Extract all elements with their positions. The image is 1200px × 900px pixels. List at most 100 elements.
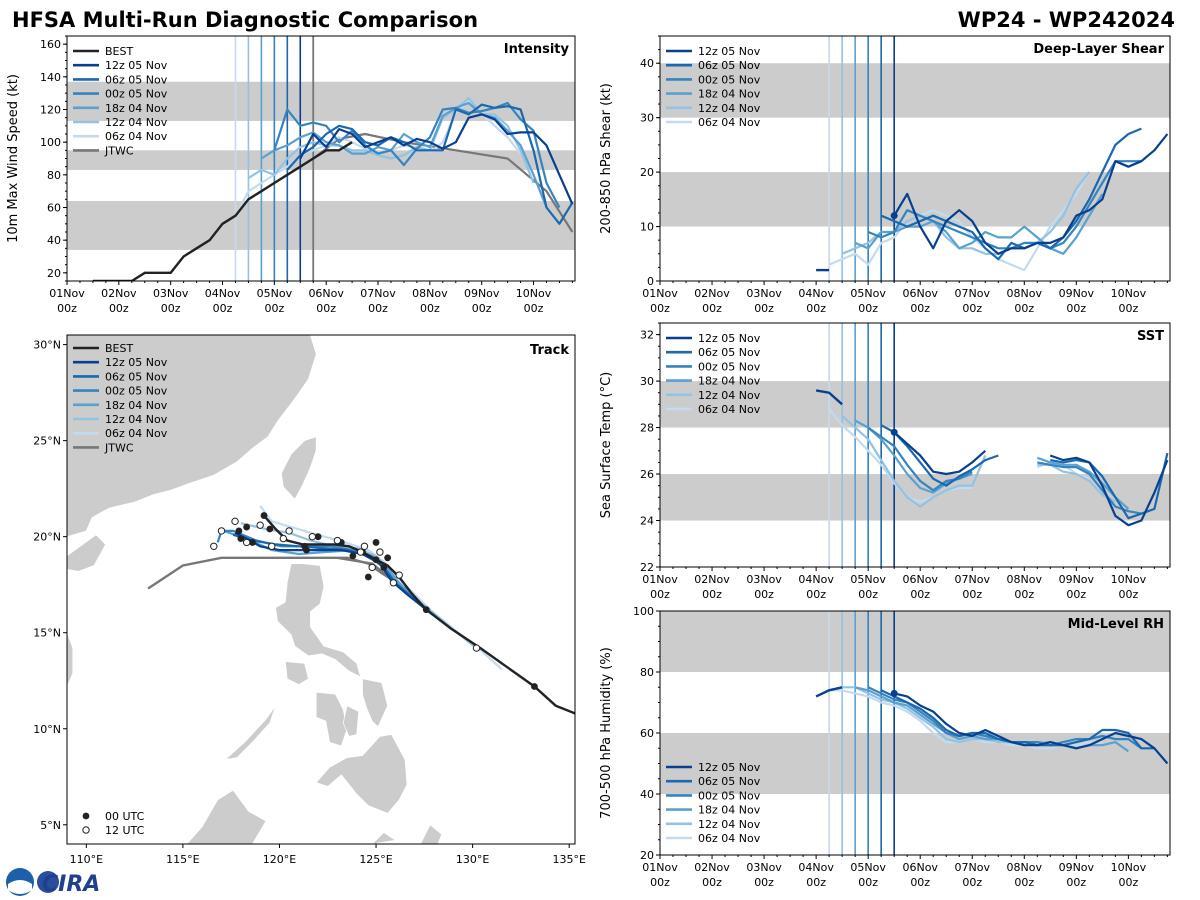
cira-logo-text: CIRA: [42, 872, 100, 897]
x-tick-label: 00z: [910, 876, 930, 889]
utc00-marker: [237, 535, 245, 542]
x-tick-label: 00z: [1014, 876, 1034, 889]
x-tick-label: 00z: [368, 302, 388, 315]
x-tick-label: 02Nov: [694, 573, 730, 586]
run-series-line: [299, 113, 574, 205]
x-tick-label: 00z: [650, 302, 670, 315]
utc12-marker: [376, 548, 384, 556]
panel-title: Track: [530, 343, 569, 358]
best-series-line: [815, 686, 843, 698]
legend-label: 18z 04 Nov: [698, 804, 761, 817]
x-tick-label: 06Nov: [902, 573, 938, 586]
x-tick-label: 02Nov: [101, 287, 137, 300]
x-tick-label: 00z: [910, 588, 930, 601]
x-tick-label: 00z: [213, 302, 233, 315]
utc12-marker: [285, 527, 293, 535]
legend-label: 00z 05 Nov: [698, 360, 761, 373]
threshold-band: [660, 63, 1170, 118]
track-panel: 110°E 115°E 120°E 125°E 130°E 135°E 5°N 10°N 15°…: [33, 334, 586, 866]
legend-label: 12z 04 Nov: [105, 413, 168, 426]
y-tick-label: 28: [640, 422, 654, 435]
threshold-band: [67, 150, 575, 170]
run-series-line: [828, 171, 1091, 272]
x-tick-label: 10Nov: [1111, 861, 1147, 874]
x-tick-label: 10Nov: [516, 287, 552, 300]
x-tick-label: 04Nov: [205, 287, 241, 300]
legend-label: 12z 04 Nov: [698, 818, 761, 831]
x-tick-label: 00z: [702, 876, 722, 889]
sst-panel: 22 24 26 28 30 32 01Nov 00z 02Nov 00z 03Nov 00z 04No…: [599, 322, 1171, 601]
x-tick-label: 09Nov: [1059, 861, 1095, 874]
utc12-marker: [268, 542, 276, 550]
y-tick-label: 30: [640, 112, 654, 125]
utc12-marker: [231, 517, 239, 526]
cira-logo: CIRA: [6, 868, 100, 897]
legend-label: 00z 05 Nov: [698, 73, 761, 86]
legend-utc12-marker: [82, 826, 90, 834]
run-series-line: [880, 689, 1155, 750]
x-tick-label: 00z: [1066, 588, 1086, 601]
utc12-marker: [368, 563, 376, 572]
best-series-line: [815, 389, 843, 406]
panel-title: Deep-Layer Shear: [1033, 42, 1164, 57]
y-tick-label: 100: [40, 136, 61, 149]
legend-label: 00z 05 Nov: [105, 385, 168, 398]
x-tick-label: 04Nov: [798, 573, 834, 586]
lat-tick-label: 15°N: [33, 627, 61, 640]
legend-label: 12z 05 Nov: [105, 356, 168, 369]
x-tick-label: 00z: [1066, 876, 1086, 889]
x-tick-label: 09Nov: [1059, 287, 1095, 300]
x-tick-label: 03Nov: [746, 861, 782, 874]
utc00-marker: [243, 523, 251, 531]
legend-label: 06z 05 Nov: [698, 59, 761, 72]
y-axis-label: 200-850 hPa Shear (kt): [599, 83, 614, 234]
x-tick-label: 05Nov: [850, 573, 886, 586]
threshold-band: [660, 611, 1170, 672]
x-tick-label: 10Nov: [1111, 287, 1147, 300]
y-tick-label: 120: [40, 104, 61, 117]
run-series-line: [893, 431, 1169, 527]
panel-title: Intensity: [504, 42, 570, 57]
utc12-marker: [308, 532, 317, 541]
lon-tick-label: 110°E: [70, 853, 103, 866]
land-shape: [284, 661, 309, 685]
x-tick-label: 05Nov: [257, 287, 293, 300]
x-tick-label: 00z: [702, 302, 722, 315]
x-tick-label: 00z: [858, 588, 878, 601]
lon-tick-label: 125°E: [359, 853, 392, 866]
x-tick-label: 00z: [1118, 588, 1138, 601]
x-tick-label: 00z: [109, 302, 129, 315]
shear-panel: 0 10 20 30 40 01Nov 00z 02Nov 00z 03Nov 00z 04Nov 00…: [599, 35, 1171, 315]
legend-label: 12z 04 Nov: [698, 389, 761, 402]
run-series-line: [854, 193, 1104, 255]
x-tick-label: 00z: [264, 302, 284, 315]
y-tick-label: 10: [640, 221, 654, 234]
utc00-marker: [301, 542, 308, 550]
x-tick-label: 00z: [420, 302, 440, 315]
best-series-line: [92, 141, 353, 281]
x-tick-label: 00z: [650, 588, 670, 601]
utc12-marker: [210, 542, 218, 550]
figure-title: HFSA Multi-Run Diagnostic Comparison: [12, 8, 478, 32]
lat-tick-label: 30°N: [33, 339, 61, 352]
panel-title: SST: [1137, 329, 1164, 344]
threshold-band: [67, 200, 575, 250]
utc12-marker: [395, 571, 403, 579]
storm-id-title: WP24 - WP242024: [958, 8, 1175, 32]
x-tick-label: 00z: [1066, 302, 1086, 315]
x-tick-label: 01Nov: [49, 287, 85, 300]
land-shape: [315, 734, 408, 814]
run-series-line: [893, 692, 1169, 765]
x-tick-label: 00z: [702, 588, 722, 601]
legend-label: 06z 04 Nov: [698, 116, 761, 129]
x-tick-label: 04Nov: [798, 861, 834, 874]
lon-tick-label: 115°E: [166, 853, 199, 866]
utc00-marker: [372, 556, 380, 564]
x-tick-label: 03Nov: [746, 287, 782, 300]
legend-label: 06z 05 Nov: [698, 775, 761, 788]
lon-tick-label: 130°E: [456, 853, 489, 866]
x-tick-label: 00z: [806, 302, 826, 315]
y-tick-label: 26: [640, 468, 654, 481]
utc00-marker: [235, 527, 243, 535]
